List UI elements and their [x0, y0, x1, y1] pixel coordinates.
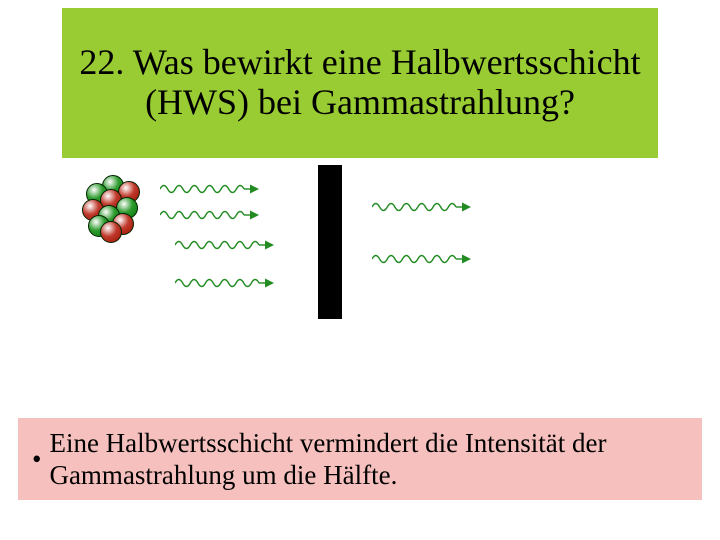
gamma-wave-left — [175, 235, 275, 255]
gamma-wave-left — [160, 179, 260, 199]
bullet-icon: • — [32, 446, 41, 473]
hws-diagram — [70, 165, 570, 335]
slide: 22. Was bewirkt eine Halbwertsschicht (H… — [0, 0, 720, 540]
answer-box: • Eine Halbwertsschicht vermindert die I… — [18, 418, 702, 500]
gamma-wave-right — [372, 249, 472, 269]
absorber-barrier — [318, 165, 342, 319]
question-title-text: 22. Was bewirkt eine Halbwertsschicht (H… — [62, 43, 658, 122]
proton-ball — [100, 221, 122, 243]
answer-text: Eine Halbwertsschicht vermindert die Int… — [49, 427, 702, 492]
gamma-wave-left — [160, 205, 260, 225]
gamma-wave-right — [372, 197, 472, 217]
nucleus-cluster — [80, 175, 148, 243]
gamma-wave-left — [175, 273, 275, 293]
question-title-box: 22. Was bewirkt eine Halbwertsschicht (H… — [62, 8, 658, 158]
